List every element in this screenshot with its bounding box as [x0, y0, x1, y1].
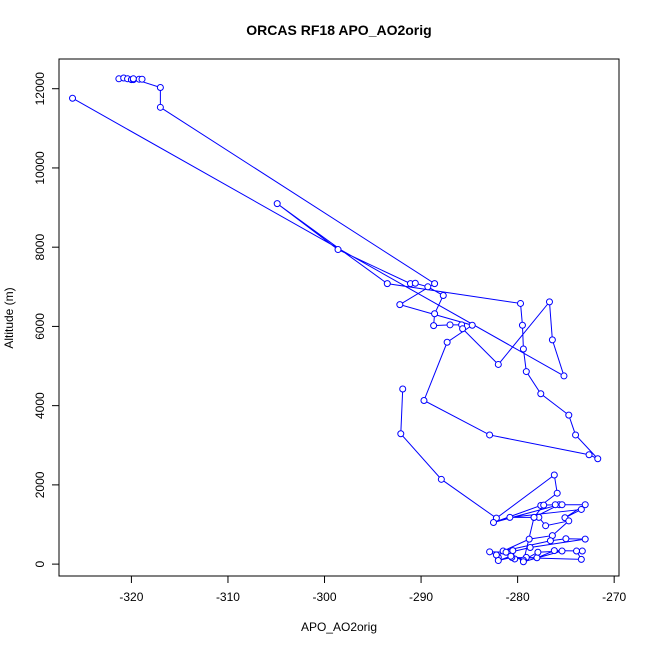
data-point [411, 279, 419, 287]
data-point [489, 519, 497, 527]
data-point [581, 501, 589, 509]
x-axis-label: APO_AO2orig [301, 620, 377, 634]
x-tick-label: -270 [602, 590, 626, 604]
data-point [540, 501, 548, 509]
data-point [443, 338, 451, 346]
x-tick-label: -320 [119, 590, 143, 604]
data-point [558, 501, 566, 509]
data-point [396, 301, 404, 309]
data-point [558, 547, 566, 555]
data-point [69, 94, 77, 102]
y-tick-label: 8000 [33, 234, 47, 261]
y-axis: 0 2000 4000 6000 8000 10000 12000 [33, 72, 60, 567]
data-point [537, 390, 545, 398]
data-point [494, 557, 502, 565]
data-point [577, 555, 585, 563]
data-point [420, 397, 428, 404]
data-point [437, 475, 445, 483]
data-point [562, 535, 570, 543]
chart-title: ORCAS RF18 APO_AO2orig [246, 22, 431, 38]
data-point [577, 505, 585, 513]
data-point [530, 513, 538, 521]
data-point [572, 431, 580, 439]
data-point [334, 246, 342, 254]
data-point [594, 455, 602, 463]
data-point [446, 321, 454, 329]
data-point [439, 292, 447, 300]
data-point [518, 321, 526, 329]
data-point [156, 84, 164, 92]
x-tick-label: -300 [313, 590, 337, 604]
data-point [494, 360, 502, 368]
x-tick-label: -290 [409, 590, 433, 604]
y-tick-label: 10000 [33, 151, 47, 185]
data-point [383, 280, 391, 288]
data-point [507, 552, 515, 560]
data-point [548, 336, 556, 344]
data-series [69, 74, 602, 463]
data-point [545, 298, 553, 306]
data-point [550, 471, 558, 479]
data-point [522, 368, 530, 376]
data-point [138, 75, 146, 83]
data-point [560, 372, 568, 380]
data-point [526, 543, 534, 551]
data-point [486, 431, 494, 439]
data-point [468, 321, 476, 329]
y-tick-label: 0 [33, 560, 47, 567]
data-point [273, 200, 281, 208]
y-tick-label: 4000 [33, 392, 47, 419]
data-point [565, 411, 573, 419]
data-point [129, 75, 137, 83]
data-point [581, 535, 589, 543]
y-tick-label: 12000 [33, 72, 47, 106]
y-tick-label: 6000 [33, 313, 47, 340]
series-layer [69, 74, 602, 566]
data-point [525, 535, 533, 543]
data-point [565, 517, 573, 525]
data-point [430, 322, 438, 330]
x-axis: -320 -310 -300 -290 -280 -270 [119, 575, 627, 604]
data-point [517, 299, 525, 307]
x-tick-label: -280 [506, 590, 530, 604]
data-point [431, 310, 439, 318]
y-axis-label: Altitude (m) [2, 287, 16, 348]
data-point [578, 547, 586, 555]
data-point [156, 103, 164, 111]
data-point [551, 501, 559, 509]
series-line [400, 388, 587, 563]
data-point [553, 489, 561, 497]
data-point [506, 513, 514, 521]
data-point [424, 283, 432, 291]
data-point [542, 522, 550, 530]
data-point [546, 537, 554, 545]
data-point [519, 345, 527, 353]
x-tick-label: -310 [216, 590, 240, 604]
data-series [397, 385, 589, 566]
data-point [459, 325, 467, 333]
data-point [550, 547, 558, 555]
data-point [585, 451, 593, 459]
data-point [502, 548, 510, 556]
data-point [519, 558, 527, 566]
data-point [486, 548, 494, 556]
data-point [533, 554, 541, 562]
data-point [573, 547, 581, 555]
data-point [534, 548, 542, 556]
y-tick-label: 2000 [33, 471, 47, 498]
data-point [397, 430, 405, 438]
data-point [399, 385, 407, 393]
data-point [431, 280, 439, 288]
